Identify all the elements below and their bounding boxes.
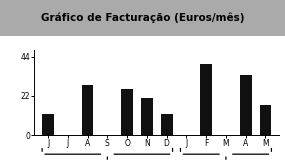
Bar (240, 75, 252, 135)
Bar (200, 64, 212, 135)
Bar (42, 114, 54, 135)
FancyBboxPatch shape (0, 0, 285, 36)
Text: Gráfico de Facturação (Euros/mês): Gráfico de Facturação (Euros/mês) (41, 13, 244, 23)
Bar (82, 85, 93, 135)
Bar (260, 105, 271, 135)
Bar (121, 89, 133, 135)
Bar (141, 98, 153, 135)
Bar (161, 114, 172, 135)
